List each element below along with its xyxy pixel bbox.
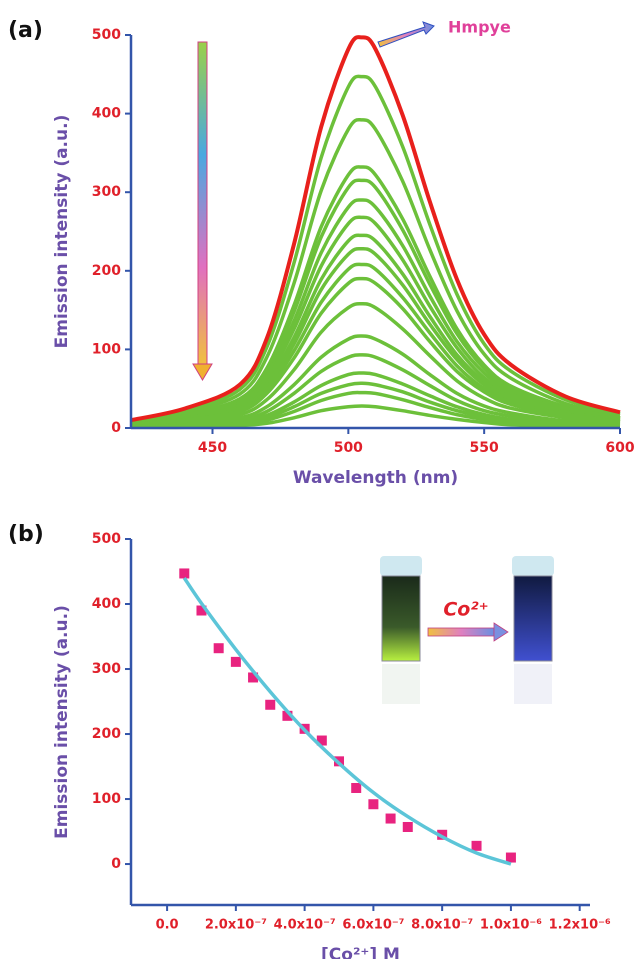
y-tick-label: 200 [92, 263, 121, 279]
y-tick-label: 0 [111, 856, 121, 872]
x-tick-label: 0.0 [156, 918, 179, 933]
panel-label: (a) [8, 18, 43, 43]
series-line [130, 198, 621, 426]
series-line [130, 390, 621, 429]
data-point [351, 782, 362, 793]
series-line [130, 262, 621, 427]
x-tick-label: 500 [334, 440, 363, 456]
data-point [179, 568, 190, 579]
y-axis-title: Emission intensity (a.u.) [52, 115, 72, 349]
y-tick-label: 300 [92, 661, 121, 677]
decrease-arrow [192, 41, 213, 381]
y-tick-label: 200 [92, 726, 121, 742]
data-point [471, 840, 482, 851]
series-line [130, 404, 621, 430]
x-tick-label: 4.0x10⁻⁷ [274, 918, 336, 933]
y-tick-label: 400 [92, 596, 121, 612]
series-line [130, 302, 621, 428]
y-tick-label: 400 [92, 106, 121, 122]
series-line [130, 35, 621, 423]
x-tick-label: 1.0x10⁻⁶ [480, 918, 542, 933]
y-tick-label: 500 [92, 531, 121, 547]
series-line [130, 334, 621, 429]
data-point [385, 813, 396, 824]
y-tick-label: 500 [92, 27, 121, 43]
series-line [130, 178, 621, 426]
data-point [196, 605, 207, 616]
y-tick-label: 100 [92, 791, 121, 807]
data-point [248, 672, 259, 683]
x-tick-label: 600 [605, 440, 634, 456]
x-tick-label: 8.0x10⁻⁷ [411, 918, 473, 933]
y-axis-title: Emission intensity (a.u.) [52, 605, 72, 839]
series-line [130, 353, 621, 429]
x-axis-title: [Co²⁺] M [321, 945, 400, 959]
series-annotation: Hmpye [448, 18, 511, 37]
x-axis-title: Wavelength (nm) [293, 468, 458, 488]
data-point [368, 799, 379, 810]
series-line [130, 215, 621, 426]
annotation: Co²⁺ [443, 599, 488, 621]
x-tick-label: 450 [198, 440, 227, 456]
data-point [282, 710, 293, 721]
x-tick-label: 2.0x10⁻⁷ [205, 918, 267, 933]
panel-label: (b) [8, 522, 44, 547]
series-line [130, 117, 621, 424]
x-tick-label: 550 [470, 440, 499, 456]
data-point [213, 643, 224, 654]
y-tick-label: 0 [111, 420, 121, 436]
series-line [130, 276, 621, 427]
vial-photo [380, 556, 554, 704]
series-line [182, 577, 512, 866]
data-point [402, 821, 413, 832]
x-tick-label: 6.0x10⁻⁷ [342, 918, 404, 933]
y-tick-label: 300 [92, 184, 121, 200]
data-point [505, 852, 516, 863]
y-tick-label: 100 [92, 341, 121, 357]
data-point [316, 735, 327, 746]
data-point [230, 656, 241, 667]
series-line [130, 74, 621, 423]
hmpye-arrow [377, 21, 435, 48]
data-point [265, 699, 276, 710]
x-tick-label: 1.2x10⁻⁶ [549, 918, 611, 933]
